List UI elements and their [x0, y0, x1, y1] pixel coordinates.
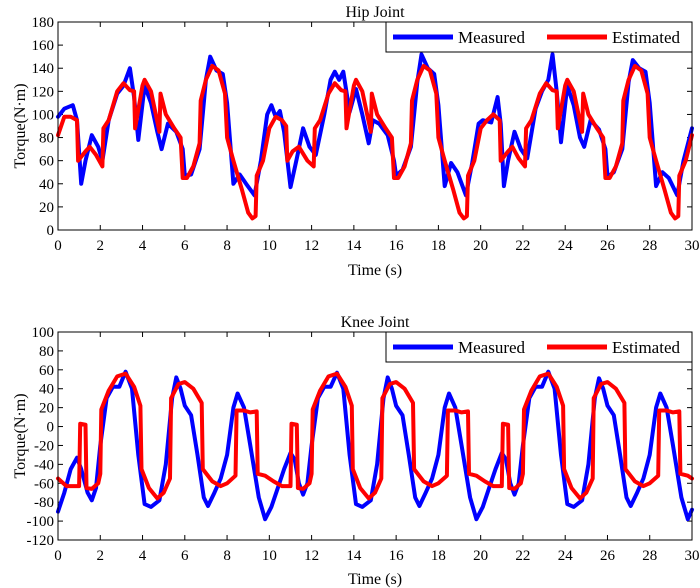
knee-y-tick-label: -100	[27, 514, 55, 530]
hip-y-tick-label: 80	[39, 131, 54, 147]
knee-y-tick-label: -60	[34, 476, 54, 492]
hip-legend-label-measured: Measured	[458, 28, 526, 47]
knee-legend-box	[385, 331, 693, 363]
hip-joint-panel: Hip Joint Time (s) Torque(N·m) 0 2 4 6 8 10 12…	[12, 4, 700, 279]
hip-x-tick-label: 22	[515, 238, 530, 254]
knee-legend: Measured Estimated	[385, 331, 693, 363]
hip-line-estimated	[56, 63, 694, 221]
knee-x-tick-label: 22	[515, 548, 530, 564]
hip-x-tick-label: 28	[642, 238, 657, 254]
hip-y-tick-label: 140	[32, 61, 55, 77]
knee-y-tick-label: 100	[32, 325, 55, 341]
hip-y-tick-label: 60	[39, 154, 54, 170]
knee-y-axis-title: Torque(N·m)	[12, 393, 29, 478]
hip-x-tick-label: 14	[346, 238, 362, 254]
knee-ticks: 0 2 4 6 8 10 12 14 16 18 20 22 24 26 28 30-120-100-80-6…	[27, 325, 700, 564]
knee-y-tick-label: -120	[27, 533, 55, 549]
hip-y-tick-label: 180	[32, 15, 55, 31]
knee-x-tick-label: 24	[558, 548, 574, 564]
hip-x-tick-label: 18	[431, 238, 446, 254]
knee-x-tick-label: 2	[97, 548, 105, 564]
knee-x-tick-label: 28	[642, 548, 657, 564]
hip-x-tick-label: 4	[139, 238, 147, 254]
knee-legend-label-measured: Measured	[458, 338, 526, 357]
hip-y-tick-label: 120	[32, 84, 55, 100]
knee-x-tick-label: 30	[685, 548, 700, 564]
knee-axes-frame	[57, 331, 693, 541]
knee-x-tick-label: 0	[54, 548, 62, 564]
hip-y-tick-label: 160	[32, 38, 55, 54]
knee-plot-title: Knee Joint	[341, 314, 410, 331]
hip-x-tick-label: 12	[304, 238, 319, 254]
hip-x-tick-label: 8	[223, 238, 231, 254]
knee-y-tick-label: -20	[34, 438, 54, 454]
knee-x-tick-label: 6	[181, 548, 189, 564]
knee-x-tick-label: 10	[262, 548, 277, 564]
knee-x-tick-label: 8	[223, 548, 231, 564]
knee-joint-panel: Knee Joint Time (s) Torque(N·m) 0 2 4 6 8 10 1…	[12, 314, 700, 588]
knee-y-tick-label: 0	[47, 420, 55, 436]
knee-y-tick-label: 20	[39, 401, 54, 417]
hip-ticks: 0 2 4 6 8 10 12 14 16 18 20 22 24 26 28 300204060801001…	[32, 15, 700, 254]
hip-x-tick-label: 24	[558, 238, 574, 254]
hip-x-tick-label: 6	[181, 238, 189, 254]
knee-y-tick-label: 40	[39, 382, 54, 398]
hip-x-tick-label: 0	[54, 238, 62, 254]
knee-y-tick-label: -80	[34, 495, 54, 511]
knee-series	[56, 369, 694, 522]
hip-x-tick-label: 16	[389, 238, 405, 254]
knee-line-estimated	[56, 371, 694, 501]
hip-y-axis-title: Torque(N·m)	[12, 83, 29, 168]
hip-y-tick-label: 40	[39, 177, 54, 193]
hip-y-tick-label: 0	[47, 223, 55, 239]
knee-x-axis-title: Time (s)	[348, 571, 402, 588]
knee-y-tick-label: -40	[34, 457, 54, 473]
hip-x-tick-label: 10	[262, 238, 277, 254]
knee-y-tick-label: 60	[39, 363, 54, 379]
hip-x-axis-title: Time (s)	[348, 262, 402, 279]
knee-x-tick-label: 18	[431, 548, 446, 564]
knee-legend-label-estimated: Estimated	[612, 338, 680, 357]
hip-legend: Measured Estimated	[385, 21, 693, 53]
knee-y-tick-label: 80	[39, 344, 54, 360]
knee-x-tick-label: 14	[346, 548, 362, 564]
knee-x-tick-label: 26	[600, 548, 616, 564]
knee-line-measured	[56, 369, 694, 522]
knee-x-tick-label: 20	[473, 548, 488, 564]
hip-x-tick-label: 26	[600, 238, 616, 254]
hip-legend-label-estimated: Estimated	[612, 28, 680, 47]
hip-x-tick-label: 2	[97, 238, 105, 254]
hip-x-tick-label: 20	[473, 238, 488, 254]
hip-x-tick-label: 30	[685, 238, 700, 254]
hip-series	[56, 52, 694, 221]
hip-y-tick-label: 100	[32, 107, 55, 123]
hip-y-tick-label: 20	[39, 200, 54, 216]
hip-plot-title: Hip Joint	[345, 4, 405, 21]
knee-x-tick-label: 12	[304, 548, 319, 564]
hip-axes-frame	[57, 21, 693, 231]
knee-x-tick-label: 4	[139, 548, 147, 564]
knee-x-tick-label: 16	[389, 548, 405, 564]
